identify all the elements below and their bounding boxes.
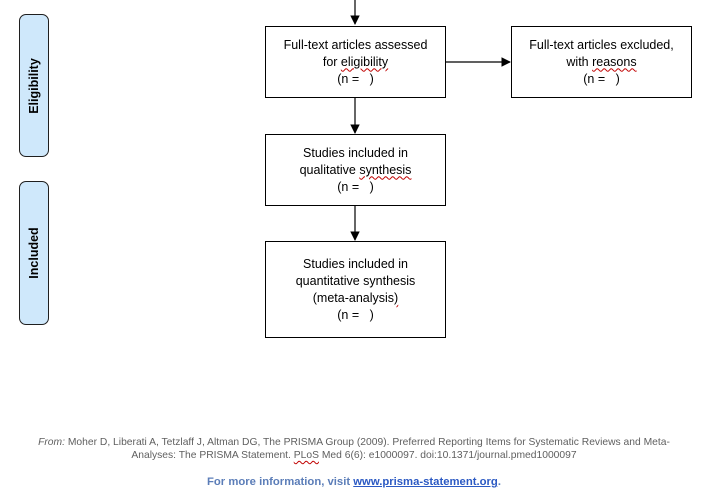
- citation: From: Moher D, Liberati A, Tetzlaff J, A…: [20, 436, 688, 462]
- more-info-prefix: For more information, visit: [207, 476, 354, 488]
- box-quantitative: Studies included in quantitative synthes…: [265, 241, 446, 338]
- citation-from: From:: [38, 437, 65, 448]
- excluded-line1: Full-text articles excluded,: [529, 37, 674, 52]
- citation-line2a: Analyses: The PRISMA Statement.: [131, 450, 294, 461]
- prisma-website-link[interactable]: www.prisma-statement.org: [353, 476, 498, 488]
- excluded-count: (n = ): [583, 71, 620, 86]
- box-fulltext-assessed: Full-text articles assessed for eligibil…: [265, 26, 446, 98]
- box-qualitative: Studies included in qualitative synthesi…: [265, 134, 446, 206]
- more-info-suffix: .: [497, 476, 501, 488]
- assessed-count: (n = ): [337, 71, 374, 86]
- assessed-line2a: for: [322, 54, 341, 69]
- box-fulltext-excluded: Full-text articles excluded, with reason…: [511, 26, 692, 98]
- phase-eligibility: Eligibility: [19, 14, 49, 157]
- more-info: For more information, visit www.prisma-s…: [0, 476, 708, 488]
- qualitative-line1: Studies included in: [303, 145, 408, 160]
- qualitative-line2b: synthesis: [359, 162, 412, 177]
- qualitative-line2a: qualitative: [299, 162, 360, 177]
- assessed-line1: Full-text articles assessed: [283, 37, 428, 52]
- phase-included: Included: [19, 181, 49, 325]
- excluded-line2b: reasons: [592, 54, 637, 69]
- citation-line1: Moher D, Liberati A, Tetzlaff J, Altman …: [64, 437, 670, 448]
- excluded-line2a: with: [566, 54, 593, 69]
- qualitative-count: (n = ): [337, 179, 374, 194]
- quantitative-count: (n = ): [337, 307, 374, 322]
- quantitative-line3a: (meta-analysis: [312, 290, 395, 305]
- quantitative-line3b: ): [394, 290, 399, 305]
- quantitative-line1: Studies included in: [303, 256, 408, 271]
- citation-plos: PLoS: [293, 450, 319, 461]
- citation-line2c: Med 6(6): e1000097. doi:10.1371/journal.…: [318, 450, 577, 461]
- assessed-line2b: eligibility: [340, 54, 389, 69]
- quantitative-line2: quantitative synthesis: [295, 273, 416, 288]
